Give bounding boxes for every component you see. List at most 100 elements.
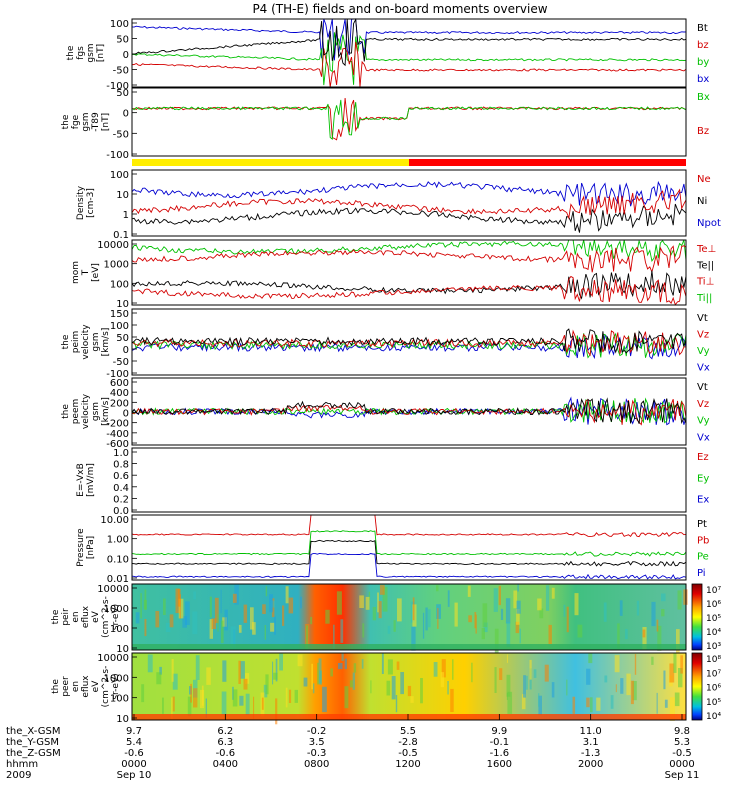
y-tick-label: 150 (110, 309, 129, 320)
spectrogram-texture (483, 622, 488, 633)
y-tick-label: 0 (123, 50, 129, 61)
spectrogram-texture (454, 602, 458, 627)
y-tick-label: 10 (116, 714, 129, 725)
legend-entry: Vx (697, 363, 710, 374)
spectrogram-texture (544, 664, 549, 682)
spectrogram-texture (433, 662, 438, 677)
spectrogram-texture (513, 590, 518, 609)
spectrogram-texture (144, 619, 147, 637)
spectrogram-texture (172, 696, 175, 712)
panel-frame (131, 239, 687, 306)
colorbar-scale (691, 652, 703, 721)
y-tick-label: -50 (113, 66, 129, 77)
spectrogram-texture (441, 659, 446, 678)
legend-entry: Vt (697, 313, 708, 324)
legend-entry: Ti⊥ (696, 277, 714, 288)
y-axis-label-line: the (66, 45, 76, 60)
y-axis-label-line: sr-eV) (111, 604, 121, 630)
spectrogram-texture (179, 594, 181, 619)
series-line-Vt (131, 328, 687, 354)
spectrogram-texture (238, 660, 241, 684)
series-line-Npot (131, 180, 687, 207)
spectrogram-texture (538, 695, 542, 715)
spectrogram-texture (586, 697, 590, 708)
y-axis-label-line: mom (71, 261, 81, 284)
spectrogram-texture (603, 602, 607, 622)
panel-8: Pt Pb Pe Pi 10.00 1.00 0.10 0.01 Pressure [nPa] (76, 514, 709, 585)
y-axis-label-line: peem (71, 399, 81, 425)
spectrogram-texture (563, 604, 566, 617)
y-tick-label: 1000 (104, 260, 129, 271)
y-axis-label: Density [cm-3] (76, 185, 96, 220)
x-tick-label: 2000 (578, 759, 603, 770)
x-tick-label: 0400 (213, 759, 238, 770)
colorbar-label: 10³ (706, 642, 721, 652)
spectrogram-texture (368, 591, 371, 601)
colorbar-scale (691, 583, 703, 651)
spectrogram-texture (275, 698, 278, 725)
spectrogram-texture (177, 589, 181, 607)
spectrogram-texture (265, 586, 268, 597)
y-axis-label-line: gsm (91, 332, 101, 351)
spectrogram-texture (551, 587, 555, 599)
panel-3: Ne Ni Npot 100 10 1 0.1 Density [cm-3] (76, 169, 721, 241)
x-tick-label: -1.3 (581, 748, 601, 759)
y-tick-label: 0.01 (107, 574, 129, 585)
x-tick-label: -0.2 (307, 726, 327, 737)
spectrogram-texture (264, 625, 266, 640)
legend-entry: Ez (697, 452, 709, 463)
spectrogram-texture (619, 600, 623, 616)
spectrogram-texture (632, 681, 637, 701)
y-axis-label-line: fge (71, 114, 81, 129)
spectrogram-texture (224, 609, 228, 631)
legend-entry: Pt (697, 519, 707, 530)
spectrogram-texture (452, 659, 454, 680)
spectrogram-texture (300, 596, 302, 609)
spectrogram-texture (683, 589, 688, 605)
spectrogram-texture (330, 668, 333, 677)
spectrogram-texture (206, 667, 211, 685)
y-axis-label-line: the (61, 334, 71, 349)
spectrogram-texture (577, 624, 583, 638)
y-axis-label-line: velocity (81, 393, 91, 429)
y-tick-label: -100 (106, 369, 129, 380)
spectrogram-texture (663, 670, 666, 690)
spectrogram-texture (498, 585, 501, 606)
spectrogram-texture (538, 693, 540, 707)
spectrogram-texture (422, 612, 425, 639)
spectrogram-low-energy-band (132, 644, 686, 650)
spectrogram-texture (494, 667, 497, 693)
y-axis-label-line: Density (76, 185, 86, 220)
y-tick-label: -100 (106, 81, 129, 92)
plot-area (132, 170, 686, 236)
panel-frame (131, 583, 687, 651)
y-axis-label-line: Pressure (76, 528, 86, 567)
panel-2: Bx Bz 50 0 -50 -100 the fge gsm -T89 [nT] (61, 87, 710, 161)
spectrogram-texture (238, 624, 242, 633)
series-line-Pe (131, 530, 687, 557)
x-tick-label: 9.9 (491, 726, 507, 737)
spectrogram-texture (468, 615, 472, 623)
spectrogram-texture (517, 584, 519, 592)
spectrogram-texture (572, 696, 576, 714)
spectrogram-texture (500, 608, 504, 620)
spectrogram-texture (656, 692, 658, 714)
spectrogram-texture (311, 663, 313, 690)
y-tick-label: 0.4 (113, 483, 129, 494)
spectrogram-texture (285, 687, 288, 708)
spectrogram-texture (481, 628, 485, 640)
colorbar-label: 10⁸ (706, 655, 721, 665)
legend-entry: Bx (697, 92, 710, 103)
spectrogram-texture (217, 613, 219, 632)
colorbar-label: 10⁷ (706, 669, 721, 679)
legend-entry: Pi (697, 568, 706, 579)
spectrogram-texture (171, 659, 174, 682)
spectrogram-texture (381, 653, 384, 674)
spectrogram (132, 584, 686, 650)
y-axis-label-line: [cm-3] (86, 188, 96, 218)
spectrogram-texture (545, 585, 550, 611)
spectrogram-texture (506, 674, 511, 697)
plot-area (132, 88, 686, 156)
spectrogram-texture (391, 676, 396, 700)
